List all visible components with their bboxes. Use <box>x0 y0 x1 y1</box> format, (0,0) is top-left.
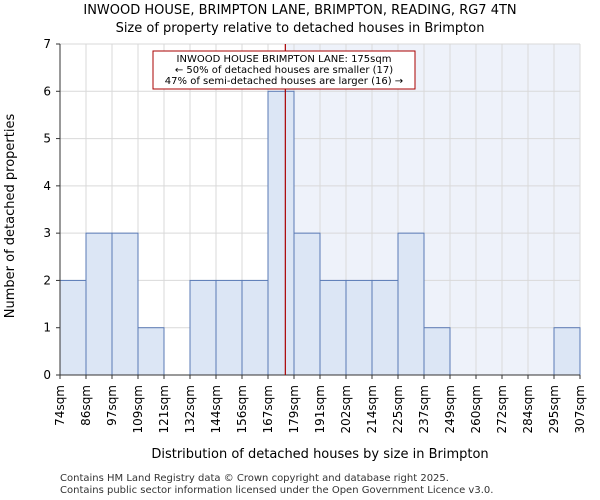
x-tick-label: 191sqm <box>313 385 327 433</box>
x-tick-label: 237sqm <box>417 385 431 433</box>
x-tick-label: 295sqm <box>547 385 561 433</box>
bar-225sqm <box>397 232 425 376</box>
bars-layer <box>59 90 581 376</box>
x-tick-label: 144sqm <box>209 385 223 433</box>
x-axis-label: Distribution of detached houses by size … <box>151 447 488 462</box>
x-tick-label: 156sqm <box>235 385 249 433</box>
bar-156sqm <box>241 279 269 376</box>
x-tick-label: 214sqm <box>365 385 379 433</box>
y-tick-label: 2 <box>43 273 51 287</box>
x-tick-label: 284sqm <box>521 385 535 433</box>
bar-74sqm <box>59 279 87 376</box>
bar-97sqm <box>111 232 139 376</box>
bar-167sqm <box>267 90 295 376</box>
x-tick-label: 179sqm <box>287 385 301 433</box>
x-tick-label: 260sqm <box>469 385 483 433</box>
x-tick-label: 225sqm <box>391 385 405 433</box>
footer-line-1: Contains HM Land Registry data © Crown c… <box>60 473 449 484</box>
x-tick-label: 121sqm <box>157 385 171 433</box>
x-tick-label: 97sqm <box>105 385 119 426</box>
bar-144sqm <box>215 279 243 376</box>
x-tick-label: 249sqm <box>443 385 457 433</box>
bar-132sqm <box>189 279 217 376</box>
bar-214sqm <box>371 279 399 376</box>
y-tick-label: 5 <box>43 132 51 146</box>
x-tick-label: 272sqm <box>495 385 509 433</box>
x-tick-label: 202sqm <box>339 385 353 433</box>
annotation-line: 47% of semi-detached houses are larger (… <box>165 76 403 87</box>
y-tick-label: 6 <box>43 84 51 98</box>
x-tick-label: 167sqm <box>261 385 275 433</box>
bar-179sqm <box>293 232 321 376</box>
marker-layer: INWOOD HOUSE BRIMPTON LANE: 175sqm← 50% … <box>152 44 416 375</box>
axes-layer: 0 1 2 3 4 5 6 7 74sqm 86sqm 97sqm 109sqm 121sqm 132sq… <box>43 37 587 433</box>
chart-title: INWOOD HOUSE, BRIMPTON LANE, BRIMPTON, R… <box>83 3 517 18</box>
bar-191sqm <box>319 279 347 376</box>
annotation-line: ← 50% of detached houses are smaller (17… <box>175 65 393 76</box>
bar-295sqm <box>553 327 581 376</box>
chart-subtitle: Size of property relative to detached ho… <box>115 21 485 36</box>
y-tick-label: 7 <box>43 37 51 51</box>
x-tick-label: 86sqm <box>79 385 93 426</box>
y-tick-label: 4 <box>43 179 51 193</box>
x-tick-label: 132sqm <box>183 385 197 433</box>
y-tick-label: 0 <box>43 368 51 382</box>
x-tick-label: 74sqm <box>53 385 67 426</box>
footer-line-2: Contains public sector information licen… <box>60 485 494 496</box>
bar-109sqm <box>137 327 165 376</box>
x-tick-label: 109sqm <box>131 385 145 433</box>
y-tick-label: 3 <box>43 226 51 240</box>
annotation-line: INWOOD HOUSE BRIMPTON LANE: 175sqm <box>177 54 392 65</box>
y-tick-label: 1 <box>43 321 51 335</box>
y-axis-label: Number of detached properties <box>3 114 18 319</box>
bar-237sqm <box>423 327 451 376</box>
bar-202sqm <box>345 279 373 376</box>
x-tick-label: 307sqm <box>573 385 587 433</box>
annotation-box <box>152 50 416 90</box>
bar-86sqm <box>85 232 113 376</box>
